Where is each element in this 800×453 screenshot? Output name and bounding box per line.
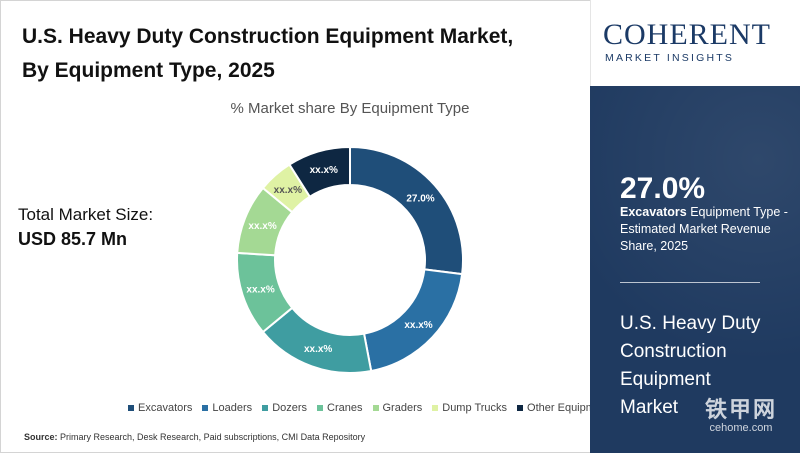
legend-item-cranes: Cranes [317, 402, 363, 414]
highlight-text: Equipment Type - Estimated Market Revenu… [620, 205, 788, 253]
chart-title: % Market share By Equipment Type [230, 100, 470, 117]
legend-label: Graders [382, 402, 423, 414]
slice-label-dump-trucks: xx.x% [274, 185, 302, 196]
donut-chart: 27.0% xx.x% xx.x% xx.x% xx.x% xx.x% xx.x% [236, 145, 464, 374]
legend-label: Loaders [212, 402, 253, 414]
source-note: Source: Primary Research, Desk Research,… [24, 432, 365, 442]
slice-label-dozers: xx.x% [304, 344, 332, 355]
slice-label-excavators: 27.0% [406, 193, 434, 204]
watermark: 铁甲网 cehome.com [686, 392, 796, 434]
legend-swatch [517, 405, 524, 411]
legend-swatch [262, 405, 269, 411]
donut-slice-excavators [349, 145, 464, 276]
total-market-label: Total Market Size: [18, 205, 154, 224]
legend-swatch [372, 405, 379, 411]
brand-area: COHERENT MARKET INSIGHTS [590, 0, 800, 86]
highlight-panel: 27.0% Excavators Equipment Type - Estima… [590, 86, 800, 453]
legend-swatch [432, 405, 439, 411]
legend-item-loaders: Loaders [202, 402, 252, 414]
legend-label: Cranes [327, 402, 363, 414]
legend-item-excavators: Excavators [128, 402, 192, 414]
slice-label-graders: xx.x% [248, 221, 276, 232]
slice-label-loaders: xx.x% [404, 320, 432, 331]
legend-item-graders: Graders [372, 402, 423, 414]
panel-divider [620, 282, 760, 283]
total-market-value: USD 85.7 Mn [18, 229, 128, 249]
watermark-sub: cehome.com [709, 422, 773, 434]
source-text: Primary Research, Desk Research, Paid su… [60, 432, 366, 442]
chart-page-title: U.S. Heavy Duty Construction Equipment M… [22, 25, 514, 82]
brand-tagline: MARKET INSIGHTS [605, 52, 735, 64]
slice-label-other-equipment: xx.x% [310, 165, 338, 176]
highlight-description: Excavators Equipment Type - Estimated Ma… [620, 204, 790, 255]
highlight-value: 27.0% [620, 172, 706, 205]
legend-label: Dozers [272, 402, 308, 414]
panel-market-title: U.S. Heavy Duty Construction Equipment M… [620, 313, 761, 418]
legend-label: Other Equipment [527, 402, 611, 414]
legend-label: Dump Trucks [442, 402, 508, 414]
brand-logo: COHERENT [603, 18, 771, 51]
watermark-main: 铁甲网 [704, 397, 777, 422]
legend-item-dump-trucks: Dump Trucks [432, 402, 507, 414]
chart-legend: Excavators Loaders Dozers Cranes Graders Dump… [128, 402, 610, 414]
legend-swatch [317, 405, 324, 411]
legend-label: Excavators [138, 402, 193, 414]
slice-label-cranes: xx.x% [246, 285, 274, 296]
legend-swatch [202, 405, 209, 411]
legend-item-other-equipment: Other Equipment [517, 402, 610, 414]
highlight-segment: Excavators [620, 205, 687, 219]
donut-slice-other-equipment [288, 145, 351, 199]
legend-swatch [128, 405, 134, 411]
legend-item-dozers: Dozers [262, 402, 307, 414]
source-label: Source: [24, 432, 58, 442]
